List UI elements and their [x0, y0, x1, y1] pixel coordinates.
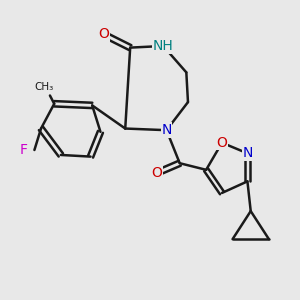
Text: N: N	[161, 123, 172, 137]
Text: O: O	[98, 27, 109, 41]
Text: CH₃: CH₃	[37, 84, 55, 94]
Text: N: N	[242, 146, 253, 160]
Text: F: F	[20, 143, 28, 157]
Text: NH: NH	[153, 39, 174, 53]
Text: O: O	[151, 166, 162, 180]
Text: CH₃: CH₃	[34, 82, 53, 92]
Text: O: O	[217, 136, 227, 150]
